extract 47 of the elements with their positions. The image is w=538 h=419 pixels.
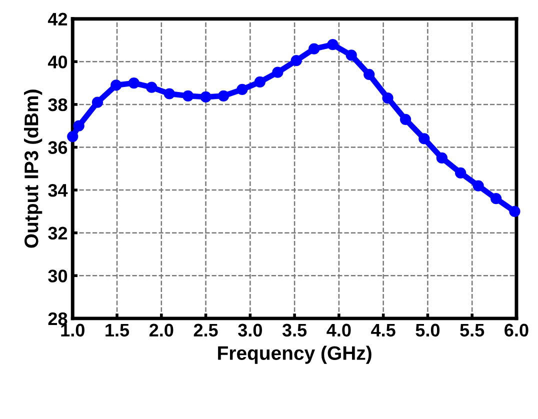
point [110, 80, 122, 91]
x-tick-label: 4.5 [371, 324, 396, 337]
point [472, 180, 484, 192]
point [346, 50, 357, 61]
point [146, 82, 158, 93]
x-tick-label: 1.5 [106, 324, 130, 337]
x-tick-label: 3.0 [238, 324, 262, 337]
x-axis-title: Frequency (GHz) [218, 346, 372, 364]
x-tick-label: 1.0 [61, 324, 84, 337]
point [128, 77, 140, 89]
point [382, 92, 394, 104]
point [290, 55, 302, 66]
point [272, 66, 284, 78]
x-tick-label: 2.0 [149, 324, 174, 337]
y-tick-label: 30 [48, 270, 68, 282]
y-tick-label: 34 [48, 184, 68, 197]
point [418, 133, 430, 144]
y-axis-title: Output IP3 (dBm) [24, 90, 42, 248]
x-tick-label: 4.0 [326, 324, 351, 337]
x-tick-label: 2.5 [194, 324, 218, 337]
y-tick-label: 38 [48, 98, 68, 112]
point [164, 88, 175, 100]
x-tick-label: 5.5 [460, 324, 484, 337]
x-tick-label: 6.0 [504, 324, 528, 337]
point [490, 193, 502, 204]
x-tick-label: 5.0 [416, 324, 440, 337]
point [308, 43, 320, 54]
y-tick-label: 42 [48, 12, 68, 26]
point [254, 76, 266, 88]
x-tick-label: 3.5 [282, 324, 307, 337]
y-tick-label: 28 [48, 312, 68, 326]
point [327, 38, 338, 50]
y-tick-label: 36 [48, 141, 68, 154]
y-tick-label: 32 [48, 226, 68, 240]
point [73, 120, 84, 132]
point [200, 91, 212, 103]
point [509, 206, 520, 217]
point [92, 96, 104, 108]
point [364, 68, 375, 80]
point [400, 114, 412, 125]
point [67, 130, 78, 142]
point [236, 84, 248, 96]
point [436, 152, 448, 164]
y-tick-label: 40 [48, 56, 68, 68]
point [455, 167, 466, 178]
point [182, 90, 194, 102]
point [218, 90, 230, 102]
